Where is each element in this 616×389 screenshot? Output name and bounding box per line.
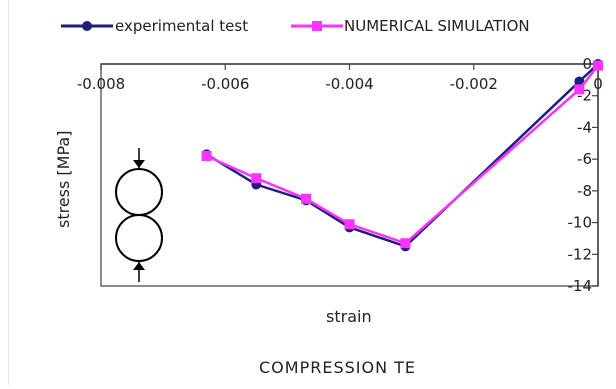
legend-item-experimental: experimental test [61,17,248,35]
y-tick-label: -8 [577,182,592,200]
legend: experimental test NUMERICAL SIMULATION [61,17,530,35]
y-ticks: 0-2-4-6-8-10-12-14 [568,55,598,295]
x-tick-label: -0.002 [450,75,498,93]
data-point-numerical [344,219,355,230]
y-axis-title: stress [MPa] [54,131,73,228]
data-point-numerical [201,150,212,161]
compression-circles-icon [115,148,163,282]
plot-area [100,63,599,287]
data-point-numerical [574,84,585,95]
legend-marker-numerical [312,21,322,31]
chart-svg: experimental test NUMERICAL SIMULATION -… [54,17,603,377]
chart-frame: experimental test NUMERICAL SIMULATION -… [8,0,611,385]
y-tick-label: 0 [582,55,592,73]
y-tick-label: -14 [568,277,593,295]
y-tick-label: -6 [577,150,592,168]
legend-marker-experimental [82,21,92,31]
x-tick-label: 0 [593,75,603,93]
legend-label-numerical: NUMERICAL SIMULATION [344,17,530,35]
legend-label-experimental: experimental test [115,17,248,35]
x-ticks: -0.008 -0.006 -0.004 -0.002 0 [77,64,603,93]
x-tick-label: -0.004 [325,75,373,93]
y-tick-label: -12 [568,245,593,263]
x-tick-label: -0.008 [77,75,125,93]
x-tick-label: -0.006 [201,75,249,93]
data-point-numerical [593,60,603,71]
data-point-experimental [574,76,585,87]
data-point-numerical [400,238,411,249]
data-point-numerical [301,193,312,204]
data-point-numerical [251,173,262,184]
y-tick-label: -4 [577,118,592,136]
legend-item-numerical: NUMERICAL SIMULATION [291,17,530,35]
chart-footer: COMPRESSION TE [259,358,416,377]
y-tick-label: -10 [568,214,593,232]
x-axis-title: strain [326,307,372,326]
series-layer [201,59,603,252]
